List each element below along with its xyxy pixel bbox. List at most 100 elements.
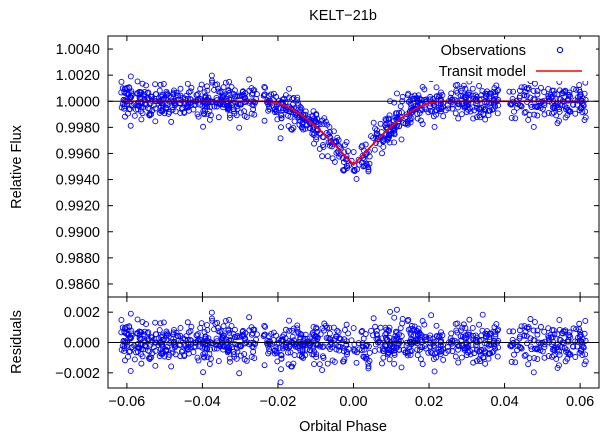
observation-point bbox=[165, 110, 172, 117]
residual-point bbox=[135, 341, 141, 347]
residual-point bbox=[289, 327, 296, 334]
observation-point bbox=[320, 144, 327, 150]
residual-point bbox=[414, 352, 421, 359]
observation-point bbox=[582, 108, 589, 115]
residual-point bbox=[187, 328, 194, 334]
observation-point bbox=[248, 110, 255, 117]
observation-point bbox=[310, 131, 317, 138]
observation-point bbox=[294, 97, 301, 104]
residual-point bbox=[127, 348, 134, 355]
observation-point bbox=[486, 93, 493, 100]
residual-point bbox=[521, 323, 528, 330]
residual-point bbox=[143, 321, 149, 328]
residual-point bbox=[203, 342, 210, 349]
legend-marker-observations bbox=[556, 46, 564, 54]
residual-point bbox=[198, 320, 205, 327]
observation-point bbox=[241, 112, 248, 119]
observation-point bbox=[261, 83, 268, 90]
observation-point bbox=[127, 122, 134, 129]
observation-point bbox=[278, 124, 284, 131]
residual-point bbox=[578, 346, 585, 353]
x-tick-label: 0.04 bbox=[490, 394, 518, 410]
residual-point bbox=[569, 343, 576, 350]
residual-point bbox=[564, 355, 571, 362]
observation-point bbox=[445, 105, 452, 112]
observation-point bbox=[194, 91, 201, 97]
observation-point bbox=[219, 93, 226, 100]
observation-point bbox=[231, 87, 238, 94]
observation-point bbox=[394, 90, 400, 97]
residual-point bbox=[194, 331, 201, 338]
observation-point bbox=[572, 97, 579, 104]
observation-point bbox=[262, 84, 269, 91]
residual-point bbox=[448, 330, 455, 337]
observation-point bbox=[550, 87, 557, 94]
residual-point bbox=[423, 336, 430, 343]
observation-point bbox=[166, 92, 172, 99]
observation-point bbox=[153, 91, 160, 98]
observation-point bbox=[127, 73, 134, 80]
residual-point bbox=[319, 367, 326, 374]
observation-point bbox=[163, 88, 170, 95]
observation-point bbox=[299, 119, 306, 126]
observation-point bbox=[521, 92, 528, 99]
residual-point bbox=[265, 342, 272, 349]
observation-point bbox=[511, 108, 517, 115]
residual-point bbox=[177, 332, 184, 339]
observation-point bbox=[360, 163, 367, 170]
observation-point bbox=[397, 103, 404, 110]
observation-point bbox=[431, 123, 438, 130]
observation-point bbox=[415, 92, 422, 99]
observation-point bbox=[489, 106, 496, 113]
residual-point bbox=[184, 346, 191, 353]
residual-point bbox=[239, 328, 246, 335]
residual-point bbox=[419, 361, 426, 368]
residual-point bbox=[141, 342, 148, 349]
observation-point bbox=[548, 99, 555, 106]
observation-point bbox=[193, 92, 200, 99]
residual-point bbox=[225, 348, 232, 355]
observation-point bbox=[380, 138, 386, 145]
residual-point bbox=[398, 364, 405, 371]
observation-point bbox=[152, 105, 159, 112]
observation-point bbox=[495, 102, 502, 109]
residual-point bbox=[153, 331, 160, 338]
residual-point bbox=[194, 354, 201, 361]
residual-point bbox=[146, 355, 152, 362]
observation-point bbox=[394, 122, 401, 129]
observation-point bbox=[225, 88, 232, 95]
residual-point bbox=[278, 355, 285, 362]
observation-point bbox=[457, 87, 464, 94]
residual-point bbox=[582, 351, 589, 358]
x-tick-label: −0.04 bbox=[184, 394, 221, 410]
residual-point bbox=[163, 346, 170, 353]
residual-point bbox=[215, 328, 222, 335]
residual-point bbox=[220, 342, 227, 349]
residual-point bbox=[163, 328, 170, 335]
residual-point bbox=[574, 338, 581, 345]
residual-point bbox=[463, 345, 470, 352]
y-tick-label: 0.9940 bbox=[56, 173, 100, 189]
residual-point bbox=[541, 328, 548, 335]
observation-point bbox=[353, 175, 360, 182]
observation-point bbox=[319, 153, 326, 160]
observation-point bbox=[200, 110, 207, 117]
observation-point bbox=[399, 93, 406, 100]
observation-point bbox=[476, 82, 482, 89]
observation-point bbox=[171, 87, 177, 94]
residual-point bbox=[204, 322, 210, 329]
residual-point bbox=[345, 330, 351, 337]
residual-point bbox=[534, 331, 541, 338]
residual-point bbox=[372, 323, 379, 330]
residual-point bbox=[473, 334, 480, 341]
observation-point bbox=[523, 92, 530, 99]
observation-point bbox=[236, 124, 243, 131]
y-tick-label: 0.9920 bbox=[56, 199, 100, 215]
observation-point bbox=[463, 94, 470, 101]
residual-point bbox=[208, 340, 214, 347]
residual-point bbox=[304, 346, 310, 353]
observation-point bbox=[140, 91, 147, 98]
residual-point bbox=[279, 337, 286, 344]
residual-point bbox=[426, 335, 433, 342]
observation-point bbox=[361, 156, 368, 163]
